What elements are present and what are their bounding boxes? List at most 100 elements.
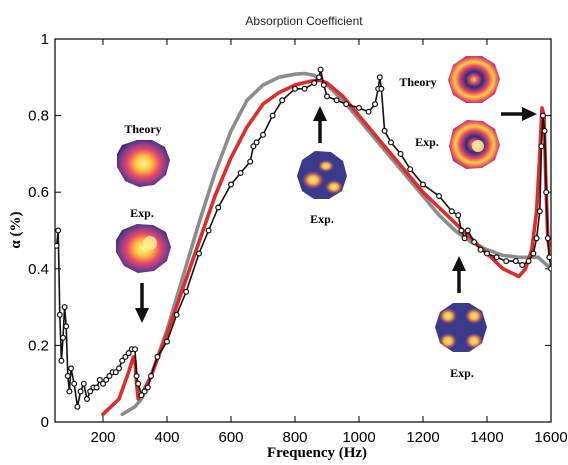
data-point	[77, 388, 84, 395]
data-point	[356, 104, 363, 111]
chart-title: Absorption Coefficient	[245, 14, 363, 28]
arrow-right-head	[522, 107, 537, 121]
data-point	[253, 139, 260, 146]
data-point	[83, 396, 90, 403]
data-point	[378, 85, 385, 92]
x-tick-label: 800	[282, 429, 307, 446]
data-point	[292, 85, 299, 92]
data-point	[154, 353, 161, 360]
data-point	[55, 227, 62, 234]
data-point	[56, 311, 63, 318]
y-tick-label: 0.8	[28, 108, 49, 125]
x-tick-label: 1000	[342, 429, 375, 446]
data-point	[67, 365, 74, 372]
data-point	[115, 365, 122, 372]
data-point	[99, 380, 106, 387]
data-point	[61, 304, 68, 311]
data-point	[80, 380, 87, 387]
data-point	[164, 338, 171, 345]
x-tick-label: 600	[218, 429, 243, 446]
data-point	[548, 265, 551, 272]
mode-image-theory-right	[448, 56, 500, 103]
data-point	[66, 388, 73, 395]
data-point	[316, 74, 323, 81]
x-axis-label: Frequency (Hz)	[267, 445, 367, 461]
y-tick-label: 1	[41, 31, 49, 48]
data-point	[133, 373, 140, 380]
x-axis-ticks: 200 400 600 800 1000 1200 1400 1600	[90, 39, 568, 446]
mode-image-exp-left	[116, 224, 171, 273]
data-point	[372, 101, 379, 108]
data-point	[96, 376, 103, 383]
x-tick-label: 1400	[470, 429, 503, 446]
data-point	[55, 242, 60, 249]
annotation-label-exp-right: Exp.	[415, 135, 439, 149]
x-tick-label: 1600	[534, 429, 567, 446]
data-point	[546, 254, 551, 261]
data-point	[141, 388, 148, 395]
mode-image-theory-left	[117, 140, 170, 187]
arrow-lowright-head	[452, 256, 466, 271]
data-point	[530, 250, 537, 257]
data-point	[138, 392, 145, 399]
arrow-left-head	[135, 308, 149, 323]
data-point	[397, 150, 404, 157]
data-point	[59, 334, 66, 341]
data-point	[448, 208, 455, 215]
mode-image-exp-lowright-lobe-a	[439, 308, 457, 324]
mode-image-exp-right-hotspot	[472, 140, 484, 152]
x-tick-label: 400	[154, 429, 179, 446]
mode-image-exp-lowright-lobe-b	[465, 308, 483, 324]
data-point	[436, 193, 443, 200]
data-point	[64, 373, 71, 380]
y-tick-label: 0.2	[28, 337, 49, 354]
data-point	[87, 388, 94, 395]
series-layer	[55, 66, 551, 417]
data-point	[260, 131, 267, 138]
data-point	[215, 204, 222, 211]
data-point	[376, 74, 383, 81]
data-point	[343, 101, 350, 108]
data-point	[455, 212, 462, 219]
annotation-label-exp-lowright: Exp.	[450, 366, 474, 380]
data-point	[461, 235, 468, 242]
data-point	[477, 246, 484, 253]
data-point	[311, 79, 318, 86]
data-point	[122, 353, 129, 360]
data-point	[519, 262, 526, 269]
data-point	[93, 384, 100, 391]
arrow-mid-head	[313, 106, 327, 121]
annotation-label-theory-left: Theory	[124, 122, 161, 136]
y-axis-ticks: 0 0.2 0.4 0.6 0.8 1	[28, 31, 551, 431]
data-point	[135, 380, 142, 387]
data-point	[279, 97, 286, 104]
data-point	[132, 346, 139, 353]
data-point	[464, 227, 471, 234]
data-point	[112, 369, 119, 376]
annotation-label-exp-left: Exp.	[130, 206, 154, 220]
mode-image-exp-mid-lobe-a	[302, 171, 324, 189]
data-point	[250, 143, 257, 150]
data-point	[512, 258, 519, 265]
mode-image-exp-lowright-lobe-d	[465, 333, 483, 349]
data-point	[144, 384, 151, 391]
y-tick-label: 0.4	[28, 261, 49, 278]
mode-image-exp-mid-lobe-c	[325, 180, 343, 194]
data-point	[173, 311, 180, 318]
data-point	[503, 258, 510, 265]
y-axis-label: α (%)	[8, 211, 24, 248]
data-point	[381, 127, 388, 134]
data-point	[333, 97, 340, 104]
annotations: Theory Exp. Exp. Theory Exp. Exp.	[116, 56, 537, 380]
data-point	[320, 81, 327, 88]
data-point	[458, 227, 465, 234]
y-tick-label: 0.6	[28, 184, 49, 201]
data-point	[63, 323, 70, 330]
data-point	[247, 158, 254, 165]
data-point	[125, 350, 132, 357]
data-point	[541, 127, 548, 134]
data-point	[407, 166, 414, 173]
data-point	[538, 143, 545, 150]
y-tick-label: 0	[41, 414, 49, 431]
data-point	[420, 181, 427, 188]
